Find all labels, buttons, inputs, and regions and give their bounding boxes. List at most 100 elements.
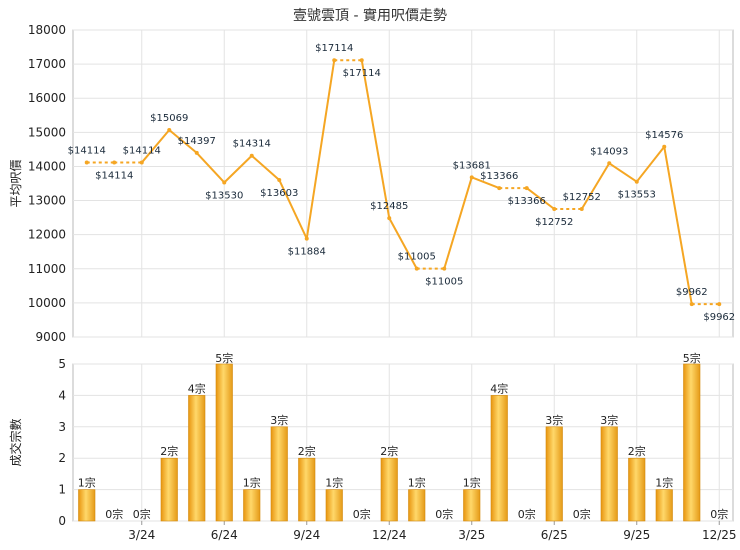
x-tick-label: 9/25	[623, 528, 650, 542]
chart-title: 壹號雲頂 - 實用呎價走勢	[293, 7, 447, 24]
count-data-label: 1宗	[655, 476, 673, 490]
price-data-label: $17114	[315, 43, 353, 54]
price-data-label: $14114	[68, 146, 106, 157]
price-data-label: $17114	[343, 68, 381, 79]
count-data-label: 3宗	[600, 413, 618, 427]
price-line-segment	[580, 162, 611, 210]
count-bar	[463, 489, 481, 522]
y-tick-label: 13000	[28, 194, 66, 208]
price-data-label: $14093	[590, 146, 628, 157]
price-line-segment	[278, 179, 308, 240]
price-data-label: $13553	[618, 190, 656, 201]
count-bar	[655, 489, 673, 522]
price-point	[277, 177, 282, 182]
x-tick-label: 9/24	[293, 528, 320, 542]
price-data-label: $13366	[480, 171, 518, 182]
count-data-label: 4宗	[490, 381, 508, 395]
price-line-segment	[223, 155, 253, 184]
count-bar	[188, 395, 206, 522]
price-data-label: $12752	[563, 192, 601, 203]
price-point	[222, 180, 227, 185]
y-tick-label: 11000	[28, 262, 66, 276]
count-data-label: 0宗	[710, 507, 728, 521]
count-bar	[78, 489, 96, 522]
count-data-label: 2宗	[628, 444, 646, 458]
price-line-segment	[140, 129, 171, 164]
price-data-label: $14576	[645, 130, 683, 141]
y-tick-label: 12000	[28, 228, 66, 242]
price-point	[469, 175, 474, 180]
count-bar	[628, 457, 646, 522]
price-line-segment	[305, 60, 336, 239]
price-point	[167, 127, 172, 132]
count-data-label: 0宗	[435, 507, 453, 521]
price-point	[442, 266, 447, 271]
count-data-label: 1宗	[463, 476, 481, 490]
price-line-segment	[635, 146, 666, 183]
x-tick-label: 6/24	[211, 528, 238, 542]
x-tick-label: 6/25	[541, 528, 568, 542]
price-point	[332, 58, 337, 63]
price-point	[552, 207, 557, 212]
plot-area	[72, 363, 734, 522]
count-data-label: 0宗	[133, 507, 151, 521]
price-data-label: $14397	[178, 136, 216, 147]
y-tick-label: 9000	[35, 330, 66, 344]
y-tick-label: 4	[58, 388, 66, 402]
price-data-label: $9962	[676, 287, 708, 298]
price-line-segment	[196, 152, 225, 184]
count-bar	[545, 426, 563, 522]
y-tick-label: 0	[58, 514, 66, 528]
count-data-label: 3宗	[545, 413, 563, 427]
y-tick-label: 17000	[28, 57, 66, 71]
y-tick-label: 10000	[28, 296, 66, 310]
count-data-label: 1宗	[243, 476, 261, 490]
price-trend-panel: 9000 10000 11000 12000 13000 14000 15000 16000 1…	[9, 23, 735, 344]
count-data-label: 2宗	[298, 444, 316, 458]
count-bar	[298, 457, 316, 522]
count-bar	[600, 426, 618, 522]
price-point	[579, 207, 584, 212]
price-data-label: $11005	[398, 252, 436, 263]
x-tick-label: 3/25	[458, 528, 485, 542]
count-bar	[408, 489, 426, 522]
price-data-label: $15069	[150, 113, 188, 124]
price-point	[662, 144, 667, 149]
price-point	[304, 236, 309, 241]
price-point	[524, 186, 529, 191]
count-data-label: 4宗	[188, 381, 206, 395]
x-tick-label: 12/25	[702, 528, 737, 542]
price-point	[414, 266, 419, 271]
count-data-label: 2宗	[160, 444, 178, 458]
count-bar	[160, 457, 178, 522]
y-tick-label: 16000	[28, 91, 66, 105]
price-data-label: $12752	[535, 217, 573, 228]
count-data-label: 2宗	[380, 444, 398, 458]
price-point	[139, 160, 144, 165]
count-data-label: 0宗	[518, 507, 536, 521]
count-data-label: 1宗	[325, 476, 343, 490]
price-point	[112, 160, 117, 165]
count-bar	[683, 363, 701, 522]
price-data-label: $14114	[123, 146, 161, 157]
price-data-label: $11884	[288, 247, 326, 258]
price-line-segment	[608, 162, 638, 183]
price-data-label: $13366	[508, 196, 546, 207]
y-tick-label: 5	[58, 357, 66, 371]
price-point	[84, 160, 89, 165]
price-line-segment	[471, 176, 500, 190]
price-data-label: $14114	[95, 171, 133, 182]
price-line-segment	[168, 129, 198, 154]
y-tick-label: 18000	[28, 23, 66, 37]
price-data-label: $13603	[260, 188, 298, 199]
price-point	[689, 302, 694, 307]
count-data-label: 5宗	[683, 351, 701, 365]
y-tick-label: 14000	[28, 159, 66, 173]
price-point	[249, 153, 254, 158]
price-line-segment	[443, 177, 473, 269]
price-point	[194, 150, 199, 155]
price-line-segment	[360, 60, 391, 219]
price-point	[387, 216, 392, 221]
count-data-label: 3宗	[270, 413, 288, 427]
